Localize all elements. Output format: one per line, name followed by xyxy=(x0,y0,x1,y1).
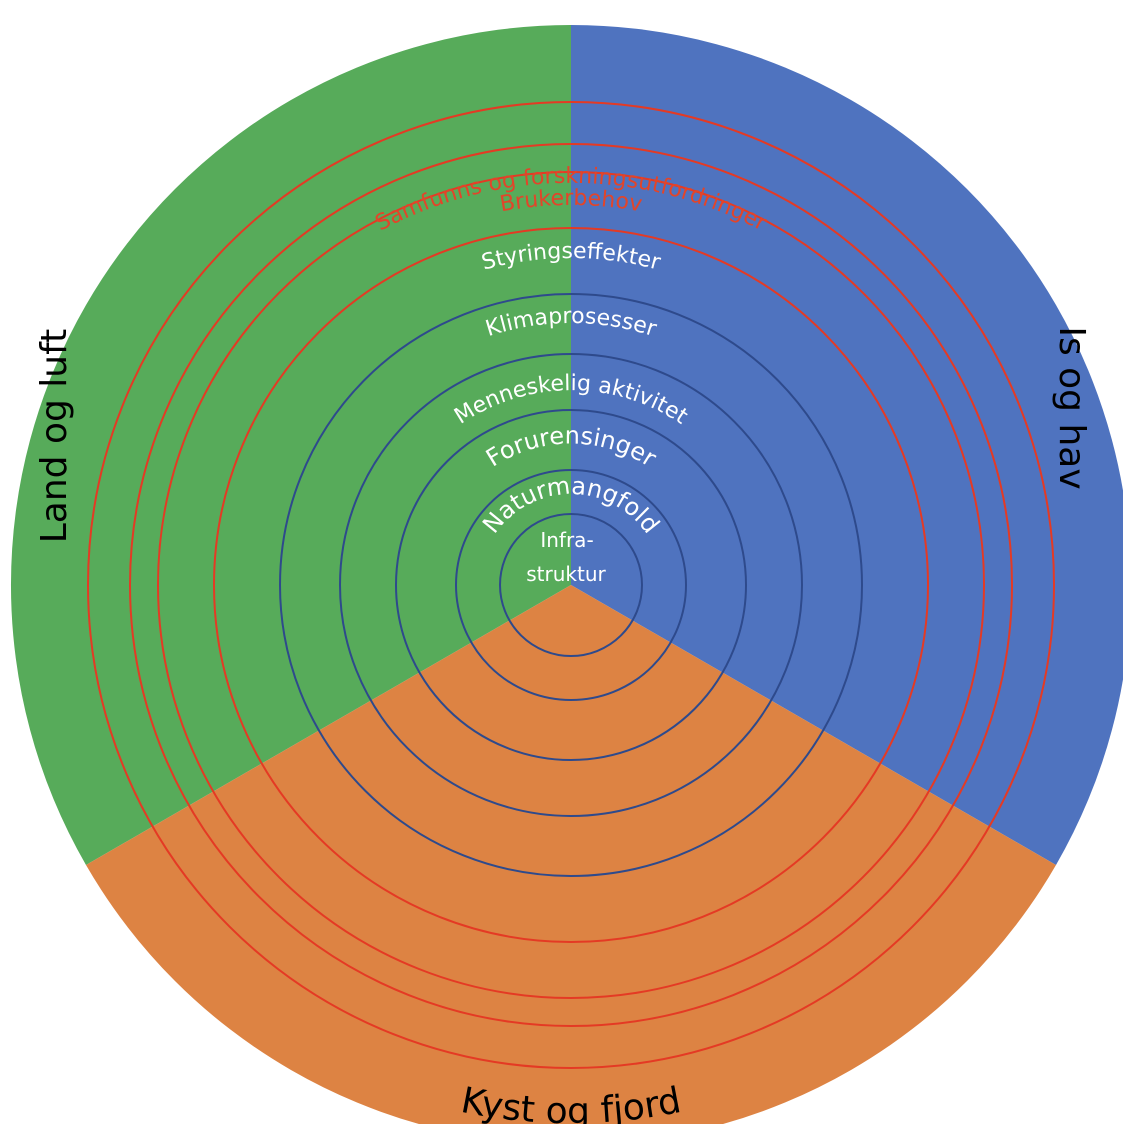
sector-label-is-og-hav: Is og hav xyxy=(1051,326,1092,489)
center-label-line1: Infra- xyxy=(540,528,593,552)
ring-circle xyxy=(87,101,1055,1069)
ring-circle xyxy=(129,143,1013,1027)
ring-circle xyxy=(395,409,747,761)
ring-circle xyxy=(213,227,929,943)
sector-kyst-og-fjord xyxy=(86,585,1056,1124)
ring-circle xyxy=(339,353,803,817)
ring-circle xyxy=(499,513,643,657)
sector-label-land-og-luft: Land og luft xyxy=(34,329,75,544)
sector-land-og-luft xyxy=(10,25,571,865)
ring-circle xyxy=(455,469,687,701)
sector-is-og-hav xyxy=(571,25,1123,865)
ring-circle xyxy=(157,171,985,999)
ring-circle xyxy=(279,293,863,877)
center-label-line2: struktur xyxy=(526,562,606,586)
